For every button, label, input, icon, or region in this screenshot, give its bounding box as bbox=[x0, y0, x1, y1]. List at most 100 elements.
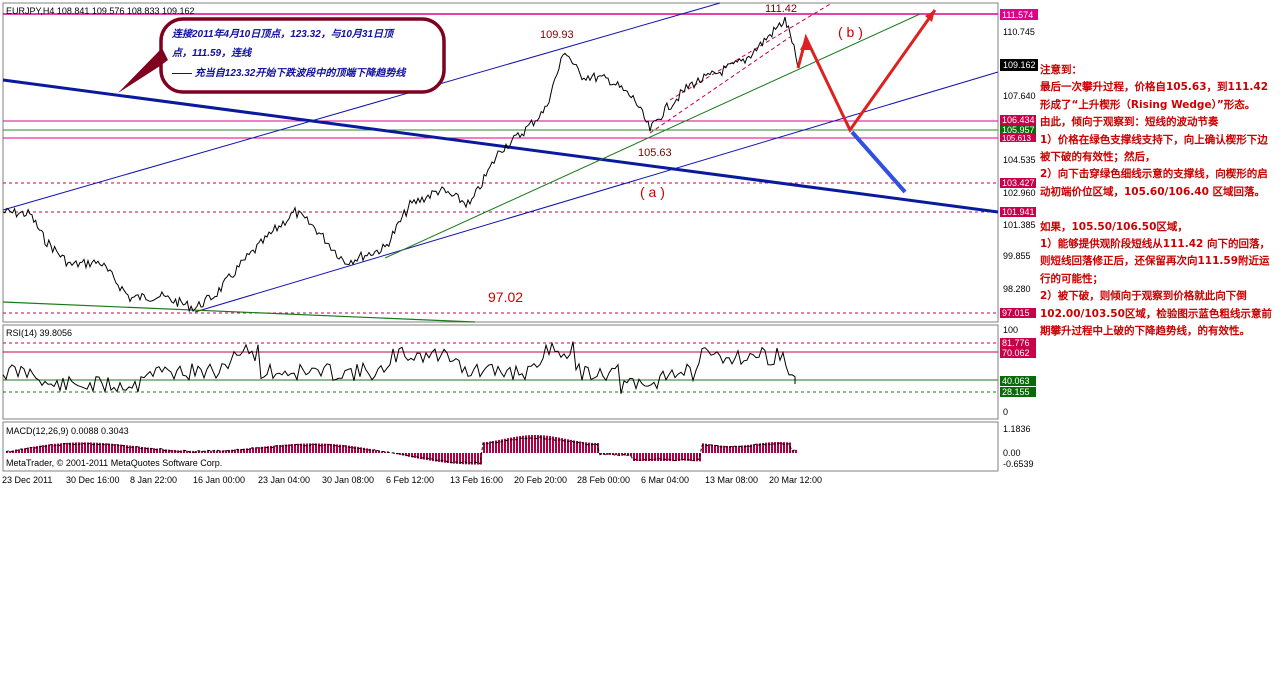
commentary-line: 1）能够提供观阶段短线从111.42 向下的回落，则短线回落修正后，还保留再次向… bbox=[1040, 236, 1276, 288]
macd-bar bbox=[336, 444, 338, 453]
macd-bar bbox=[498, 440, 500, 453]
price-tick: 107.640 bbox=[1003, 91, 1036, 101]
macd-bar bbox=[207, 451, 209, 453]
macd-bar bbox=[186, 451, 188, 453]
macd-bar bbox=[732, 446, 734, 453]
macd-bar bbox=[183, 451, 185, 453]
macd-bar bbox=[477, 453, 479, 465]
macd-title: MACD(12,26,9) 0.0088 0.3043 bbox=[6, 426, 129, 436]
macd-bar bbox=[429, 453, 431, 461]
rsi-axis-100: 100 bbox=[1003, 325, 1018, 335]
macd-bar bbox=[588, 443, 590, 453]
macd-bar bbox=[717, 445, 719, 453]
rsi-title: RSI(14) 39.8056 bbox=[6, 328, 72, 338]
macd-bar bbox=[129, 446, 131, 453]
macd-bar bbox=[594, 443, 596, 453]
level-label-111-574: 111.574 bbox=[1002, 10, 1033, 20]
macd-bar bbox=[423, 453, 425, 460]
macd-bar bbox=[675, 453, 677, 461]
time-tick: 30 Dec 16:00 bbox=[66, 475, 120, 485]
commentary-line: 最后一次攀升过程，价格自105.63，到111.42形成了“上升楔形（Risin… bbox=[1040, 79, 1276, 114]
rsi-axis-0: 0 bbox=[1003, 407, 1008, 417]
analysis-commentary: 注意到： 最后一次攀升过程，价格自105.63，到111.42形成了“上升楔形（… bbox=[1040, 62, 1276, 340]
time-tick: 30 Jan 08:00 bbox=[322, 475, 374, 485]
macd-bar bbox=[660, 453, 662, 461]
macd-bar bbox=[51, 444, 53, 453]
macd-bar bbox=[66, 443, 68, 453]
rsi-label-81: 81.776 bbox=[1002, 338, 1030, 348]
macd-bar bbox=[780, 442, 782, 453]
macd-bar bbox=[126, 445, 128, 453]
commentary-spacer bbox=[1040, 201, 1276, 218]
macd-bar bbox=[18, 449, 20, 453]
rsi-label-40: 40.063 bbox=[1002, 376, 1030, 386]
macd-bar bbox=[489, 442, 491, 453]
level-label-101-941: 101.941 bbox=[1002, 207, 1035, 217]
macd-bar bbox=[276, 445, 278, 453]
price-tick: 98.280 bbox=[1003, 284, 1031, 294]
time-tick: 13 Mar 08:00 bbox=[705, 475, 758, 485]
time-axis[interactable]: 23 Dec 2011 30 Dec 16:00 8 Jan 22:00 16 … bbox=[2, 475, 822, 485]
commentary-line: 2）向下击穿绿色细线示意的支撑线，向楔形的启动初端价位区域，105.60/106… bbox=[1040, 166, 1276, 201]
wave-label-b: ( b ) bbox=[838, 24, 863, 40]
time-tick: 6 Mar 04:00 bbox=[641, 475, 689, 485]
macd-bar bbox=[306, 443, 308, 453]
label-high-111-42: 111.42 bbox=[765, 3, 797, 15]
macd-bar bbox=[414, 453, 416, 458]
main-price-panel[interactable] bbox=[3, 3, 998, 322]
macd-bar bbox=[153, 448, 155, 453]
macd-axis-bottom: -0.6539 bbox=[1003, 459, 1034, 469]
macd-bar bbox=[513, 437, 515, 453]
commentary-line: 1）价格在绿色支撑线支持下，向上确认楔形下边被下破的有效性；然后， bbox=[1040, 132, 1276, 167]
macd-bar bbox=[321, 444, 323, 453]
macd-bar bbox=[63, 443, 65, 453]
label-low-105-63: 105.63 bbox=[638, 147, 672, 159]
macd-bar bbox=[657, 453, 659, 461]
macd-bar bbox=[555, 437, 557, 453]
macd-bar bbox=[9, 451, 11, 453]
time-tick: 13 Feb 16:00 bbox=[450, 475, 503, 485]
wave-label-a: ( a ) bbox=[640, 184, 665, 200]
macd-bar bbox=[90, 443, 92, 453]
time-tick: 28 Feb 00:00 bbox=[577, 475, 630, 485]
macd-bar bbox=[426, 453, 428, 460]
macd-bar bbox=[303, 444, 305, 453]
macd-bar bbox=[234, 449, 236, 453]
label-low-97-02: 97.02 bbox=[488, 289, 523, 305]
time-tick: 20 Feb 20:00 bbox=[514, 475, 567, 485]
commentary-line: 由此，倾向于观察到：短线的波动节奏 bbox=[1040, 114, 1276, 131]
price-tick: 99.855 bbox=[1003, 251, 1031, 261]
price-tick: 102.960 bbox=[1003, 188, 1036, 198]
macd-bar bbox=[630, 453, 632, 456]
macd-bar bbox=[168, 450, 170, 453]
label-high-109-93: 109.93 bbox=[540, 29, 574, 41]
macd-bar bbox=[615, 453, 617, 455]
time-tick: 23 Dec 2011 bbox=[2, 475, 52, 485]
macd-bar bbox=[453, 453, 455, 464]
macd-bar bbox=[42, 445, 44, 453]
macd-bar bbox=[105, 443, 107, 453]
callout-annotation[interactable]: 连接2011年4月10日顶点，123.32，与10月31日顶 点，111.59，… bbox=[118, 19, 444, 93]
macd-bar bbox=[711, 445, 713, 453]
commentary-line: 注意到： bbox=[1040, 62, 1276, 79]
time-tick: 6 Feb 12:00 bbox=[386, 475, 434, 485]
symbol-header: EURJPY,H4 108.841 109.576 108.833 109.16… bbox=[6, 6, 195, 16]
macd-bar bbox=[216, 451, 218, 453]
macd-bar bbox=[351, 446, 353, 453]
current-price-label: 109.162 bbox=[1003, 60, 1036, 70]
macd-bar bbox=[570, 440, 572, 453]
macd-bar bbox=[210, 451, 212, 453]
macd-bar bbox=[663, 453, 665, 461]
callout-line-3: —— 充当自123.32开始下跌波段中的顶端下降趋势线 bbox=[171, 67, 407, 79]
macd-bar bbox=[162, 449, 164, 453]
price-tick: 110.745 bbox=[1003, 27, 1035, 37]
macd-axis-zero: 0.00 bbox=[1003, 448, 1021, 458]
price-axis[interactable]: 110.745 107.640 106.434 105.957 105.613 … bbox=[1000, 9, 1038, 318]
macd-bar bbox=[654, 453, 656, 461]
time-tick: 23 Jan 04:00 bbox=[258, 475, 310, 485]
macd-bar bbox=[546, 436, 548, 453]
macd-bar bbox=[450, 453, 452, 463]
macd-bar bbox=[270, 446, 272, 453]
macd-bar bbox=[579, 442, 581, 453]
macd-bar bbox=[318, 443, 320, 453]
